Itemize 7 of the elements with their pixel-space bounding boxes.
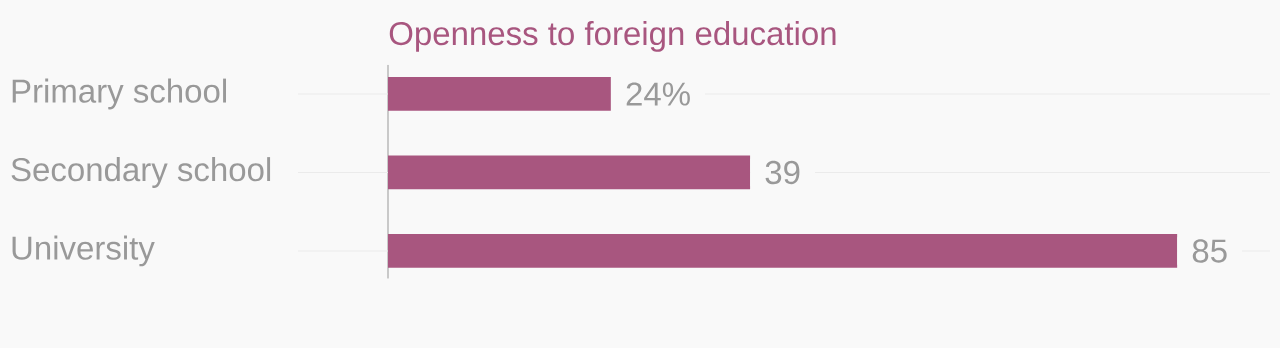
data-label: 24% (626, 82, 690, 106)
y-tick-label: University (12, 235, 155, 267)
y-tick-label: Secondary school (11, 157, 271, 188)
y-tick-label: Primary school (12, 78, 226, 110)
data-label: 85 (1192, 239, 1227, 263)
data-label: 39 (765, 160, 800, 185)
chart-title: Openness to foreign education (389, 21, 836, 52)
